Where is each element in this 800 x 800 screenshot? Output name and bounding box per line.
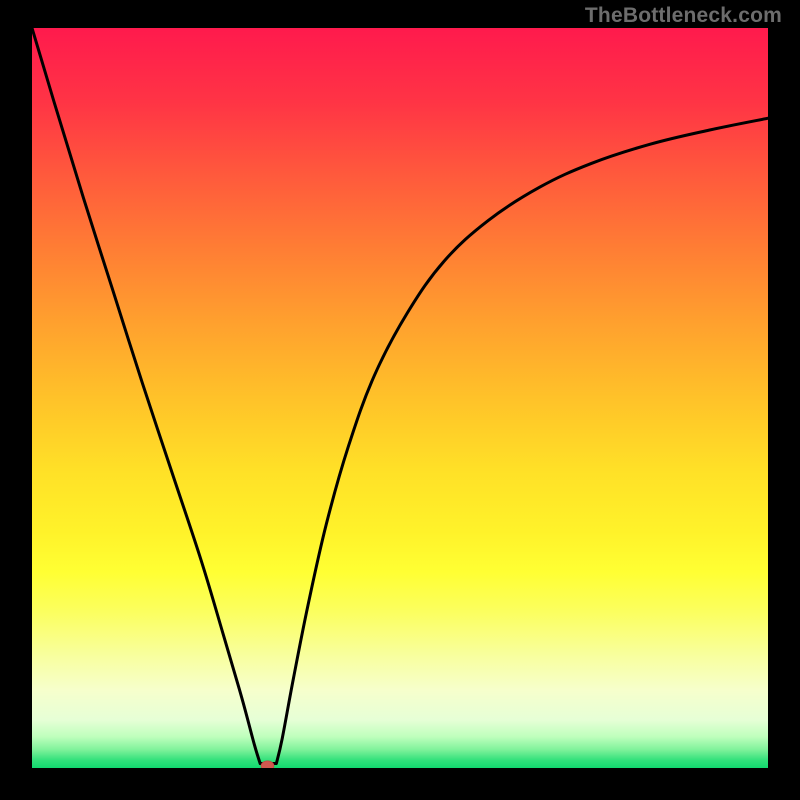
watermark-text: TheBottleneck.com <box>585 4 782 28</box>
plot-gradient-bg <box>32 28 768 768</box>
chart-svg <box>0 0 800 800</box>
bottleneck-chart: TheBottleneck.com <box>0 0 800 800</box>
